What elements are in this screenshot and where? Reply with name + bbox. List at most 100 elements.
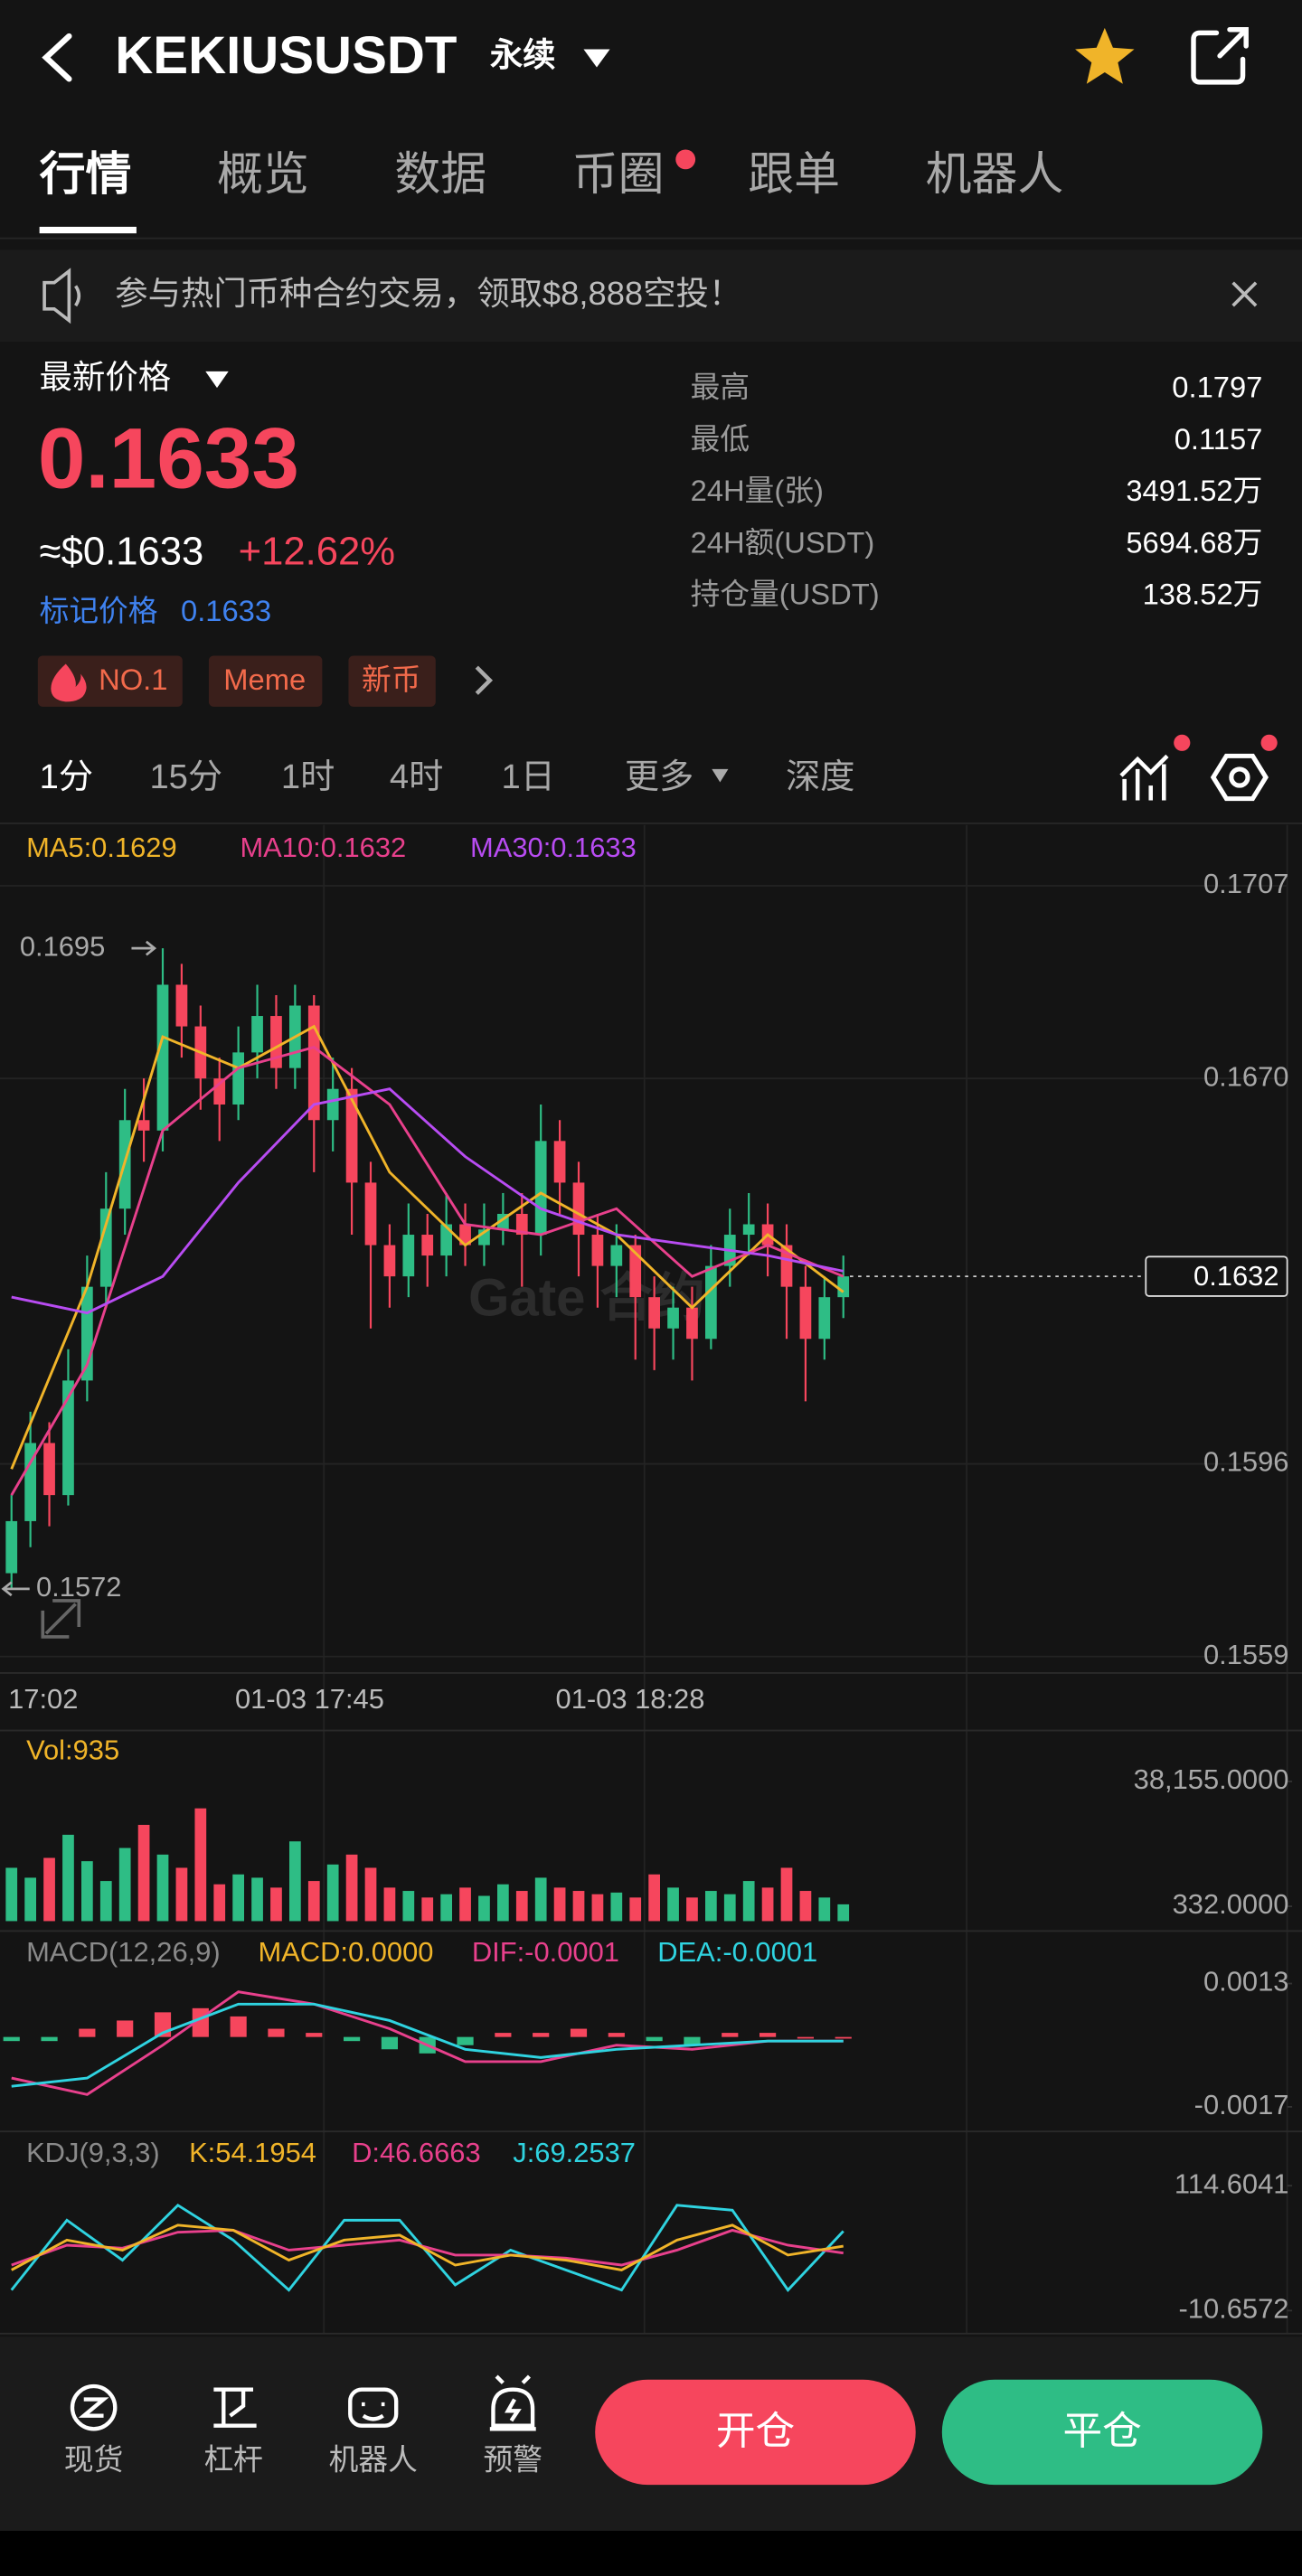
- macd-bar: [117, 2020, 134, 2037]
- timeframe[interactable]: 更多: [625, 757, 693, 796]
- volume-bar: [648, 1874, 660, 1922]
- stat-label: 最低: [691, 422, 750, 456]
- candle-body: [667, 1307, 679, 1329]
- volume-bar: [118, 1847, 131, 1922]
- volume-bar: [345, 1854, 358, 1922]
- low-label: 0.1572: [36, 1571, 121, 1603]
- tag[interactable]: [348, 655, 436, 707]
- macd-bar: [533, 2033, 550, 2037]
- volume-bar: [62, 1834, 74, 1922]
- tag-label[interactable]: Meme: [223, 663, 306, 696]
- tab[interactable]: 数据: [394, 148, 486, 200]
- volume-bar: [270, 1887, 282, 1922]
- stat-value: 3491.52万: [1126, 474, 1262, 507]
- price-type[interactable]: 最新价格: [40, 359, 171, 396]
- timeframe[interactable]: 1时: [281, 757, 335, 796]
- dropdown-icon[interactable]: [583, 49, 610, 68]
- nav-label[interactable]: 预警: [484, 2442, 542, 2476]
- volume-bar: [610, 1892, 623, 1922]
- timeframe[interactable]: 深度: [786, 757, 854, 796]
- volume-bar: [572, 1891, 585, 1922]
- tag-label[interactable]: NO.1: [99, 663, 167, 696]
- y-tick-label: -10.6572: [1179, 2293, 1289, 2325]
- tab[interactable]: 概览: [217, 148, 309, 200]
- macd-bar: [268, 2028, 285, 2037]
- price-change: +12.62%: [239, 530, 395, 573]
- candle-body: [383, 1245, 396, 1277]
- close-banner[interactable]: [1231, 281, 1258, 307]
- tab[interactable]: 币圈: [572, 148, 665, 200]
- stat-value: 0.1157: [1175, 422, 1263, 456]
- dropdown-icon[interactable]: [205, 371, 229, 389]
- favorite-star[interactable]: [1075, 27, 1135, 84]
- tag[interactable]: [208, 655, 323, 707]
- more-tags[interactable]: [475, 665, 494, 695]
- dropdown-icon[interactable]: [712, 768, 729, 783]
- back-button[interactable]: [42, 33, 72, 82]
- close-button[interactable]: [941, 2379, 1263, 2486]
- spot-icon[interactable]: [70, 2383, 118, 2431]
- nav-label[interactable]: 机器人: [329, 2442, 418, 2476]
- ma-label: MA30:0.1633: [470, 832, 637, 863]
- timeframe[interactable]: 4时: [390, 757, 443, 796]
- volume-bar: [742, 1881, 755, 1922]
- mark-price: 0.1633: [181, 594, 271, 627]
- indicator-button[interactable]: [1119, 754, 1169, 801]
- volume-bar: [43, 1857, 55, 1922]
- nav-label[interactable]: 杠杆: [203, 2442, 262, 2476]
- alert-icon[interactable]: [489, 2374, 536, 2431]
- timeframe[interactable]: 15分: [149, 757, 222, 796]
- ma-label: MA10:0.1632: [240, 832, 406, 863]
- mark-price-label: 标记价格: [40, 594, 158, 627]
- contract-type[interactable]: 永续: [490, 36, 556, 73]
- settings-button[interactable]: [1210, 753, 1269, 802]
- grid: [323, 824, 1288, 2334]
- tab[interactable]: 行情: [40, 148, 132, 200]
- candle-body: [232, 1052, 244, 1105]
- k-line: [11, 2223, 844, 2271]
- volume-bar: [553, 1887, 566, 1922]
- spot-icon[interactable]: [78, 2397, 109, 2418]
- margin-icon[interactable]: [213, 2387, 257, 2428]
- nav-label[interactable]: 现货: [64, 2442, 123, 2476]
- volume-bar: [780, 1867, 793, 1922]
- ma-line: [11, 1087, 844, 1315]
- candle-body: [99, 1208, 112, 1287]
- tag-label[interactable]: 新币: [362, 663, 420, 696]
- stat-value: 0.1797: [1172, 371, 1262, 404]
- macd-bar: [646, 2036, 663, 2042]
- x-tick-label: 01-03 17:45: [235, 1683, 384, 1715]
- macd-label: MACD:0.0000: [258, 1936, 433, 1968]
- volume-bar: [175, 1867, 188, 1922]
- dea-line: [11, 2002, 844, 2088]
- last-price-box: [1145, 1255, 1288, 1297]
- candle-body: [610, 1245, 623, 1266]
- tab[interactable]: 机器人: [926, 148, 1064, 200]
- open-button[interactable]: [595, 2379, 916, 2486]
- speaker-icon: [42, 268, 71, 324]
- j-line: [10, 2203, 844, 2292]
- volume-bar: [5, 1867, 18, 1922]
- candle-body: [572, 1182, 585, 1236]
- candle-body: [629, 1245, 642, 1298]
- volume-bar: [421, 1897, 434, 1922]
- share-button[interactable]: [1191, 27, 1249, 85]
- tab[interactable]: 跟单: [748, 148, 840, 200]
- y-tick-label: 0.1596: [1203, 1446, 1288, 1478]
- close-button-label[interactable]: 平仓: [1062, 2410, 1141, 2453]
- open-button-label[interactable]: 开仓: [716, 2410, 795, 2453]
- volume-bar: [515, 1891, 528, 1922]
- volume-bar: [591, 1894, 604, 1922]
- banner-text[interactable]: 参与热门币种合约交易，领取$8,888空投！: [115, 275, 741, 312]
- volume-bar: [81, 1861, 93, 1922]
- fullscreen-button[interactable]: [41, 1599, 81, 1639]
- robot-icon[interactable]: [348, 2387, 399, 2428]
- symbol-title[interactable]: KEKIUSUSDT: [115, 26, 457, 85]
- candle-body: [534, 1141, 547, 1236]
- robot-icon[interactable]: [362, 2402, 385, 2421]
- banner[interactable]: [0, 249, 1302, 343]
- timeframe[interactable]: 1分: [40, 757, 93, 796]
- timeframe[interactable]: 1日: [502, 757, 555, 796]
- candle-body: [742, 1224, 755, 1236]
- watermark: Gate 合约: [468, 1268, 705, 1327]
